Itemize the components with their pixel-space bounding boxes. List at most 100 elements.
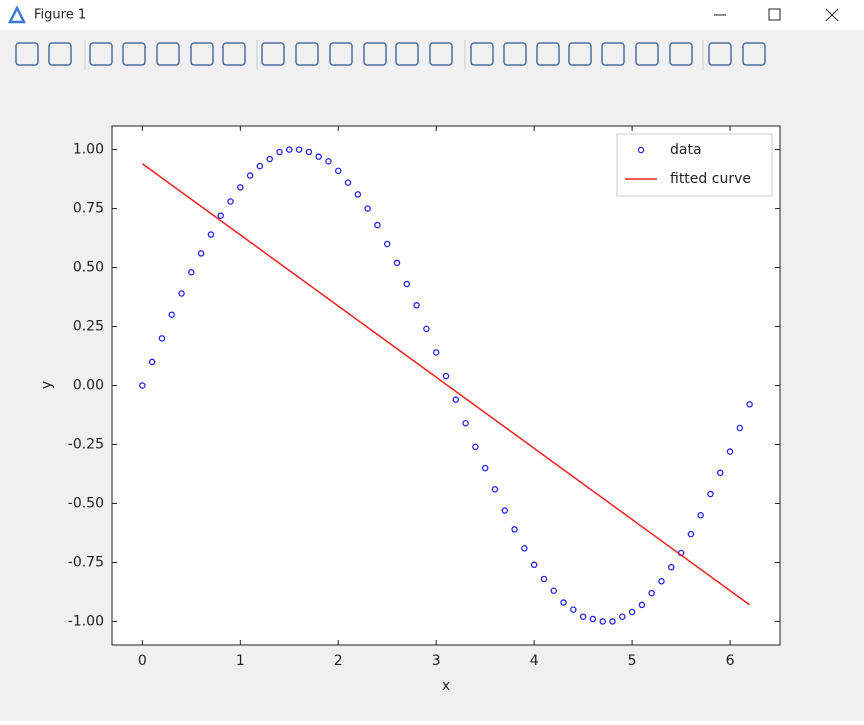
data-point — [736, 424, 744, 432]
x-tick-label: 0 — [138, 653, 147, 669]
data-point — [383, 240, 391, 248]
data-point — [197, 250, 205, 257]
legend-box — [616, 133, 773, 197]
toolbar-button[interactable] — [89, 42, 113, 66]
data-point — [227, 198, 234, 205]
data-point — [158, 335, 166, 342]
data-point — [354, 191, 362, 198]
data-point — [540, 575, 548, 583]
data-point — [707, 490, 714, 498]
data-point — [295, 146, 303, 153]
maximize-button[interactable] — [768, 8, 781, 21]
toolbar-button[interactable] — [122, 42, 146, 66]
x-tick-label: 4 — [530, 653, 539, 669]
x-tick-label: 2 — [334, 653, 343, 669]
data-point — [178, 290, 185, 297]
data-point — [315, 153, 322, 160]
data-point — [452, 396, 460, 403]
window-title: Figure 1 — [34, 8, 86, 23]
legend-label: data — [670, 142, 702, 158]
data-point — [648, 589, 655, 597]
data-point — [746, 401, 753, 408]
data-point — [638, 601, 646, 609]
data-point — [462, 419, 469, 427]
toolbar-button[interactable] — [742, 42, 766, 66]
data-point — [344, 179, 352, 186]
plot-area — [111, 125, 781, 646]
y-tick-label: 0.75 — [73, 201, 104, 217]
title-bar — [0, 0, 864, 30]
data-point — [393, 259, 401, 267]
toolbar-button[interactable] — [329, 42, 353, 66]
y-tick-label: 0.25 — [73, 319, 104, 335]
data-point — [599, 618, 606, 625]
x-tick-label: 6 — [726, 653, 735, 669]
toolbar-button[interactable] — [708, 42, 732, 66]
legend-marker — [637, 146, 645, 154]
data-point — [276, 148, 283, 156]
data-point — [207, 231, 215, 238]
data-point — [188, 269, 195, 276]
data-point — [168, 311, 175, 318]
toolbar-button[interactable] — [156, 42, 180, 66]
toolbar-button[interactable] — [395, 42, 419, 66]
y-tick-label: -0.75 — [68, 554, 104, 570]
data-point — [697, 512, 704, 519]
data-point — [491, 486, 499, 493]
data-point — [217, 212, 224, 219]
toolbar-icons — [84, 40, 704, 70]
data-point — [237, 184, 244, 191]
toolbar — [0, 30, 864, 78]
toolbar-button[interactable] — [15, 42, 39, 66]
data-point — [413, 302, 420, 309]
data-point — [560, 599, 567, 606]
data-point — [717, 469, 724, 477]
data-point — [521, 545, 528, 552]
toolbar-button[interactable] — [295, 42, 319, 66]
data-point — [481, 464, 489, 472]
data-point — [325, 158, 332, 165]
x-tick-label: 1 — [236, 653, 245, 669]
toolbar-button[interactable] — [48, 42, 72, 66]
x-axis-label: x — [442, 678, 450, 694]
data-point — [246, 172, 254, 179]
fitted-line — [141, 163, 751, 606]
toolbar-button[interactable] — [536, 42, 560, 66]
data-point — [658, 578, 665, 585]
y-tick-label: -1.00 — [68, 613, 104, 629]
data-point — [364, 205, 371, 212]
y-tick-label: 0.50 — [73, 260, 104, 276]
close-button[interactable] — [825, 8, 839, 22]
toolbar-button[interactable] — [568, 42, 592, 66]
data-point — [286, 146, 293, 153]
toolbar-button[interactable] — [601, 42, 625, 66]
app-icon — [7, 5, 27, 24]
toolbar-button[interactable] — [669, 42, 693, 66]
toolbar-button[interactable] — [635, 42, 659, 66]
toolbar-button[interactable] — [261, 42, 285, 66]
x-tick-label: 3 — [432, 653, 441, 669]
data-point — [374, 221, 381, 229]
y-tick-label: 1.00 — [73, 142, 104, 158]
data-point — [148, 358, 156, 366]
data-point — [472, 443, 479, 451]
data-point — [423, 325, 430, 333]
toolbar-button[interactable] — [190, 42, 214, 66]
y-tick-label: -0.50 — [68, 495, 104, 511]
data-point — [305, 148, 313, 156]
toolbar-button[interactable] — [503, 42, 527, 66]
data-point — [256, 162, 264, 170]
y-tick-label: -0.25 — [68, 436, 104, 452]
toolbar-button[interactable] — [222, 42, 246, 66]
toolbar-button[interactable] — [429, 42, 453, 66]
toolbar-button[interactable] — [363, 42, 387, 66]
data-point — [442, 372, 450, 380]
data-point — [628, 608, 636, 616]
toolbar-button[interactable] — [470, 42, 494, 66]
data-point — [570, 606, 577, 613]
y-axis-label: y — [39, 381, 55, 389]
data-point — [403, 280, 411, 288]
data-point — [668, 563, 675, 571]
data-point — [550, 587, 557, 594]
